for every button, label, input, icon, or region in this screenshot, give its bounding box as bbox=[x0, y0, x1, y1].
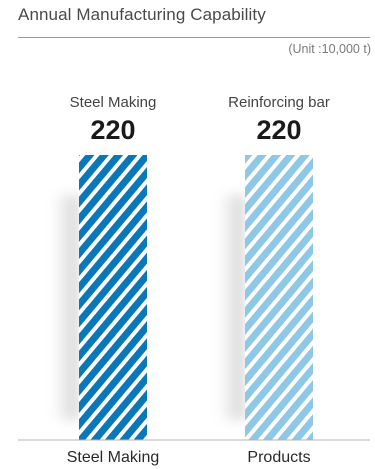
bar-products bbox=[245, 155, 313, 440]
data-label: 220 bbox=[90, 115, 135, 145]
bar-shadow bbox=[219, 195, 245, 420]
data-label: 220 bbox=[256, 115, 301, 145]
bar-steel-making bbox=[79, 155, 147, 440]
chart-title: Annual Manufacturing Capability bbox=[18, 5, 266, 24]
category-label: Steel Making bbox=[67, 449, 160, 466]
bar-shadow bbox=[53, 195, 79, 420]
bar-name-label: Reinforcing bar bbox=[228, 94, 330, 111]
title-divider bbox=[18, 37, 370, 38]
bar-name-label: Steel Making bbox=[70, 94, 157, 111]
unit-label: (Unit :10,000 t) bbox=[288, 42, 371, 56]
category-label: Products bbox=[247, 449, 310, 466]
